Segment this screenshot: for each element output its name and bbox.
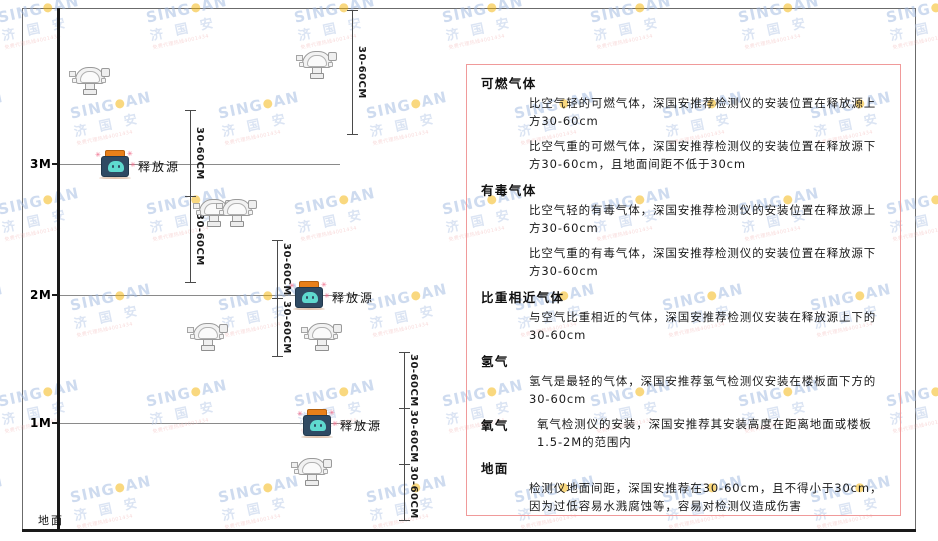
guideline-text: 比空气重的可燃气体，深国安推荐检测仪的安装位置在释放源下方30-60cm，且地面… [529,139,877,171]
guideline-heading: 有毒气体 [481,183,537,198]
guideline-heading: 地面 [481,461,509,476]
dimension-arrow [185,110,196,111]
release-source-label: 释放源 [138,160,181,174]
dimension-label: 30-60CM [281,243,292,296]
gas-detector-icon [290,455,334,489]
dimension-label: 30-60CM [408,466,419,519]
dimension-arrow [399,408,410,409]
dimension-label: 30-60CM [194,213,205,266]
guideline-section: 氧气 氧气检测仪的安装，深国安推荐其安装高度在距离地面或楼板1.5-2M的范围内 [481,415,888,451]
guideline-text: 氢气是最轻的气体，深国安推荐氢气检测仪安装在楼板面下方的30-60cm [529,374,877,406]
dimension-arrow [399,520,410,521]
gas-detector-icon [300,320,344,354]
gas-detector-icon [215,196,259,230]
gas-detector-icon [68,64,112,98]
dimension-arrow [185,282,196,283]
level-label-1m: 1M [30,416,52,430]
dimension-arrow [185,196,196,197]
guideline-text: 比空气轻的可燃气体，深国安推荐检测仪的安装位置在释放源上方30-60cm [529,96,877,128]
guideline-heading: 可燃气体 [481,76,537,91]
guideline-section: 可燃气体比空气轻的可燃气体，深国安推荐检测仪的安装位置在释放源上方30-60cm… [481,73,888,173]
guideline-text: 氧气检测仪的安装，深国安推荐其安装高度在距离地面或楼板1.5-2M的范围内 [537,417,872,449]
level-line [60,164,340,165]
dimension-label: 30-60CM [356,46,367,99]
guideline-section: 比重相近气体与空气比重相近的气体，深国安推荐检测仪安装在释放源上下的30-60c… [481,287,888,344]
dimension-arrow [272,240,283,241]
release-source-label: 释放源 [340,419,383,433]
dimension-label: 30-60CM [408,410,419,463]
level-label-3m: 3M [30,157,52,171]
level-label-2m: 2M [30,288,52,302]
guideline-heading: 氧气 [481,418,509,433]
axis-tick [52,163,59,165]
dimension-arrow [399,352,410,353]
y-axis-line [57,8,60,532]
guideline-text: 与空气比重相近的气体，深国安推荐检测仪安装在释放源上下的30-60cm [529,310,877,342]
guideline-heading: 氢气 [481,354,509,369]
gas-detector-icon [186,320,230,354]
axis-tick [52,422,59,424]
axis-tick [52,294,59,296]
guideline-section: 地面检测仪地面间距，深国安推荐在30-60cm，且不得小于30cm，因为过低容易… [481,458,888,515]
release-source-icon: ✳ ✳ ✳ [289,281,330,311]
installation-guidelines-panel: 可燃气体比空气轻的可燃气体，深国安推荐检测仪的安装位置在释放源上方30-60cm… [466,64,901,516]
dimension-label: 30-60CM [408,354,419,407]
dimension-arrow [347,134,358,135]
ground-baseline [22,529,916,532]
dimension-line [404,352,405,520]
ground-label: 地面 [38,514,64,527]
guideline-section: 氢气氢气是最轻的气体，深国安推荐氢气检测仪安装在楼板面下方的30-60cm [481,351,888,408]
dimension-arrow [347,10,358,11]
guideline-section: 有毒气体比空气轻的有毒气体，深国安推荐检测仪的安装位置在释放源上方30-60cm… [481,180,888,280]
guideline-text: 比空气轻的有毒气体，深国安推荐检测仪的安装位置在释放源上方30-60cm [529,203,877,235]
release-source-icon: ✳ ✳ ✳ [297,409,338,439]
dimension-label: 30-60CM [281,301,292,354]
dimension-arrow [272,356,283,357]
dimension-arrow [272,298,283,299]
level-line [60,423,380,424]
dimension-label: 30-60CM [194,127,205,180]
level-line [60,295,360,296]
dimension-arrow [399,464,410,465]
guideline-heading: 比重相近气体 [481,290,565,305]
release-source-icon: ✳ ✳ ✳ [95,150,136,180]
guideline-text: 检测仪地面间距，深国安推荐在30-60cm，且不得小于30cm，因为过低容易水溅… [529,481,883,513]
gas-detector-icon [295,48,339,82]
dimension-line [352,10,353,134]
release-source-label: 释放源 [332,291,375,305]
guideline-text: 比空气重的有毒气体，深国安推荐检测仪的安装位置在释放源下方30-60cm [529,246,877,278]
